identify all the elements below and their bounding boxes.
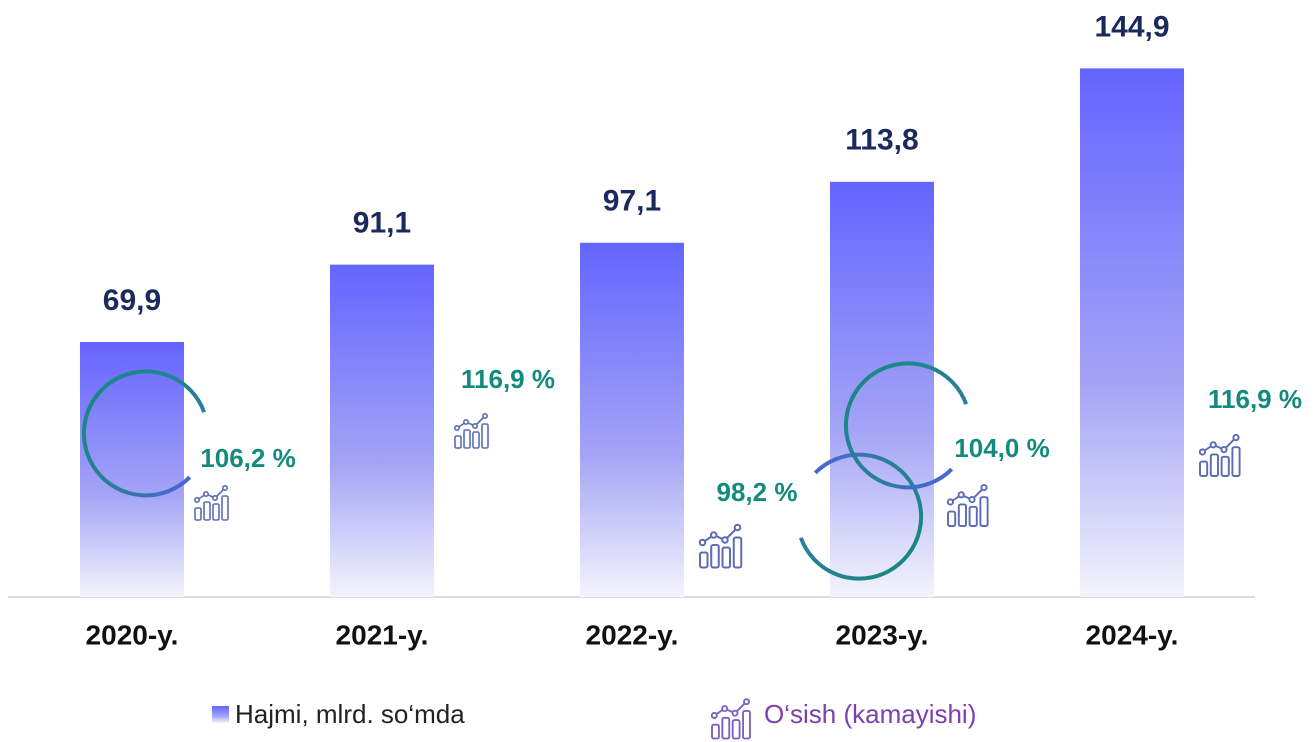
icon-line — [196, 487, 226, 501]
icon-dot — [221, 485, 228, 492]
x-tick-label: 2024-y. — [1086, 619, 1179, 650]
icon-bar — [699, 551, 709, 569]
icon-bar — [968, 505, 978, 527]
growth-label: 116,9 % — [1208, 384, 1302, 414]
icon-dot — [453, 425, 461, 432]
icon-dot — [203, 490, 210, 498]
growth-icon — [946, 483, 989, 527]
icon-dot — [733, 523, 742, 532]
icon-line — [713, 701, 748, 717]
x-tick-label: 2020-y. — [86, 619, 179, 650]
icon-bar — [454, 435, 462, 449]
icon-line — [949, 486, 985, 503]
icon-bar — [194, 507, 202, 521]
icon-bar — [979, 496, 989, 527]
icon-bar — [481, 423, 489, 449]
bar-value-label: 97,1 — [603, 185, 661, 218]
bar-value-label: 91,1 — [353, 207, 411, 240]
icon-bar — [1231, 446, 1241, 477]
icon-bar — [947, 510, 957, 527]
legend-label: O‘sish (kamayishi) — [764, 699, 976, 729]
icon-dot — [463, 418, 470, 426]
icon-dot — [193, 497, 201, 504]
icon-dot — [968, 496, 976, 504]
icon-bar — [463, 429, 471, 449]
icon-bar — [731, 719, 741, 740]
icon-dot — [957, 491, 965, 499]
icon-bar — [212, 503, 220, 521]
icon-bar — [221, 495, 229, 521]
legend-label: Hajmi, mlrd. so‘mda — [235, 699, 465, 729]
x-tick-label: 2023-y. — [836, 619, 929, 650]
icon-dot — [710, 531, 718, 539]
growth-icon — [1198, 433, 1241, 477]
icon-dot — [1209, 441, 1217, 449]
growth-icon — [710, 698, 751, 740]
icon-dot — [211, 495, 218, 502]
icon-bar — [721, 716, 731, 740]
icon-bar — [1209, 453, 1219, 477]
icon-dot — [1220, 446, 1228, 454]
icon-dot — [980, 483, 988, 492]
growth-icon — [698, 523, 743, 569]
growth-label: 104,0 % — [954, 433, 1049, 463]
icon-bar — [721, 546, 731, 569]
x-tick-label: 2022-y. — [586, 619, 679, 650]
bar-value-label: 113,8 — [845, 124, 918, 157]
growth-arc — [843, 361, 969, 490]
icon-dot — [1232, 433, 1240, 442]
icon-dot — [946, 498, 955, 506]
icon-dot — [731, 709, 739, 717]
growth-label: 98,2 % — [717, 477, 798, 507]
icon-bar — [957, 503, 967, 527]
bar — [330, 264, 434, 597]
bar — [1080, 68, 1184, 598]
icon-bar — [1199, 460, 1209, 477]
icon-dot — [698, 538, 707, 547]
icon-bar — [711, 723, 720, 740]
icon-bar — [472, 431, 480, 449]
growth-arc — [798, 452, 924, 581]
icon-dot — [710, 712, 718, 719]
growth-arc — [81, 369, 207, 498]
icon-bar — [732, 536, 743, 569]
x-tick-label: 2021-y. — [336, 619, 429, 650]
icon-dot — [721, 536, 729, 544]
growth-icon — [453, 413, 489, 449]
growth-label: 116,9 % — [461, 364, 555, 394]
growth-label: 106,2 % — [200, 443, 295, 473]
icon-dot — [721, 705, 729, 713]
icon-bar — [1220, 455, 1230, 477]
bar — [830, 181, 934, 597]
legend-swatch — [212, 706, 229, 723]
bar — [580, 242, 684, 597]
icon-dot — [481, 413, 488, 420]
icon-line — [701, 526, 739, 544]
icon-dot — [743, 698, 750, 706]
icon-bar — [203, 501, 211, 521]
icon-line — [456, 415, 486, 429]
icon-dot — [1198, 448, 1207, 456]
bar-value-label: 144,9 — [1094, 10, 1169, 43]
icon-bar — [710, 544, 720, 569]
icon-bar — [742, 709, 751, 740]
icon-line — [1201, 436, 1237, 453]
icon-dot — [471, 423, 478, 430]
growth-icon — [193, 485, 229, 521]
bar-value-label: 69,9 — [103, 284, 161, 317]
